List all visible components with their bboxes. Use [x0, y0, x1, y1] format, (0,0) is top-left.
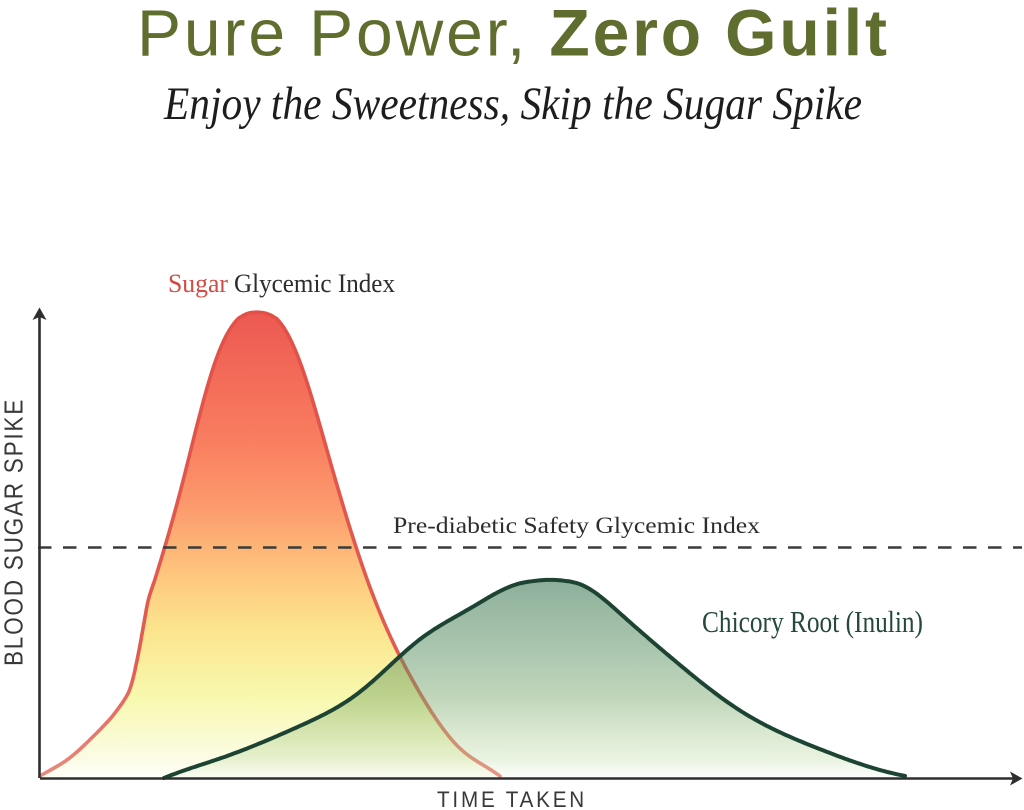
- svg-text:Glycemic Index: Glycemic Index: [234, 269, 395, 298]
- svg-text:Pre-diabetic Safety Glycemic I: Pre-diabetic Safety Glycemic Index: [393, 513, 760, 539]
- svg-text:TIME TAKEN: TIME TAKEN: [437, 787, 587, 810]
- svg-text:Chicory Root (Inulin): Chicory Root (Inulin): [702, 604, 923, 639]
- svg-text:Pure Power, Zero Guilt: Pure Power, Zero Guilt: [137, 0, 887, 70]
- svg-text:Enjoy the Sweetness, Skip the: Enjoy the Sweetness, Skip the Sugar Spik…: [163, 78, 862, 130]
- svg-text:BLOOD SUGAR SPIKE: BLOOD SUGAR SPIKE: [0, 398, 29, 666]
- svg-text:Sugar: Sugar: [168, 269, 228, 298]
